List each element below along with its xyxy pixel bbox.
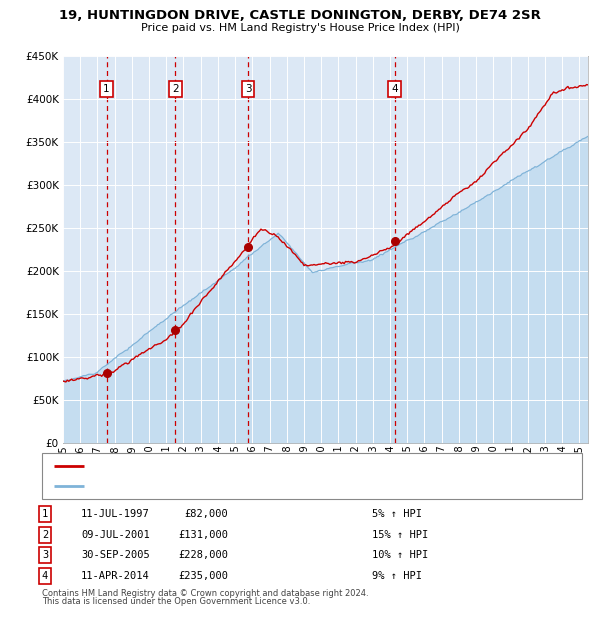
Text: Contains HM Land Registry data © Crown copyright and database right 2024.: Contains HM Land Registry data © Crown c…: [42, 589, 368, 598]
Text: 3: 3: [245, 84, 251, 94]
Text: 10% ↑ HPI: 10% ↑ HPI: [372, 550, 428, 560]
Text: 09-JUL-2001: 09-JUL-2001: [81, 529, 150, 540]
Text: Price paid vs. HM Land Registry's House Price Index (HPI): Price paid vs. HM Land Registry's House …: [140, 23, 460, 33]
Text: 5% ↑ HPI: 5% ↑ HPI: [372, 509, 422, 520]
Text: £131,000: £131,000: [178, 529, 228, 540]
Text: 30-SEP-2005: 30-SEP-2005: [81, 550, 150, 560]
Text: 1: 1: [42, 509, 48, 520]
Text: 1: 1: [103, 84, 110, 94]
Text: This data is licensed under the Open Government Licence v3.0.: This data is licensed under the Open Gov…: [42, 597, 310, 606]
Text: 19, HUNTINGDON DRIVE, CASTLE DONINGTON, DERBY, DE74 2SR (detached house): 19, HUNTINGDON DRIVE, CASTLE DONINGTON, …: [93, 461, 503, 471]
Text: 2: 2: [42, 529, 48, 540]
Text: 2: 2: [172, 84, 179, 94]
Text: HPI: Average price, detached house, North West Leicestershire: HPI: Average price, detached house, Nort…: [93, 481, 400, 491]
Text: 19, HUNTINGDON DRIVE, CASTLE DONINGTON, DERBY, DE74 2SR: 19, HUNTINGDON DRIVE, CASTLE DONINGTON, …: [59, 9, 541, 22]
Text: 9% ↑ HPI: 9% ↑ HPI: [372, 570, 422, 581]
Text: £82,000: £82,000: [184, 509, 228, 520]
Text: £228,000: £228,000: [178, 550, 228, 560]
Text: 11-APR-2014: 11-APR-2014: [81, 570, 150, 581]
Text: 4: 4: [42, 570, 48, 581]
Text: 11-JUL-1997: 11-JUL-1997: [81, 509, 150, 520]
Text: 15% ↑ HPI: 15% ↑ HPI: [372, 529, 428, 540]
Text: 3: 3: [42, 550, 48, 560]
Text: £235,000: £235,000: [178, 570, 228, 581]
Text: 4: 4: [392, 84, 398, 94]
